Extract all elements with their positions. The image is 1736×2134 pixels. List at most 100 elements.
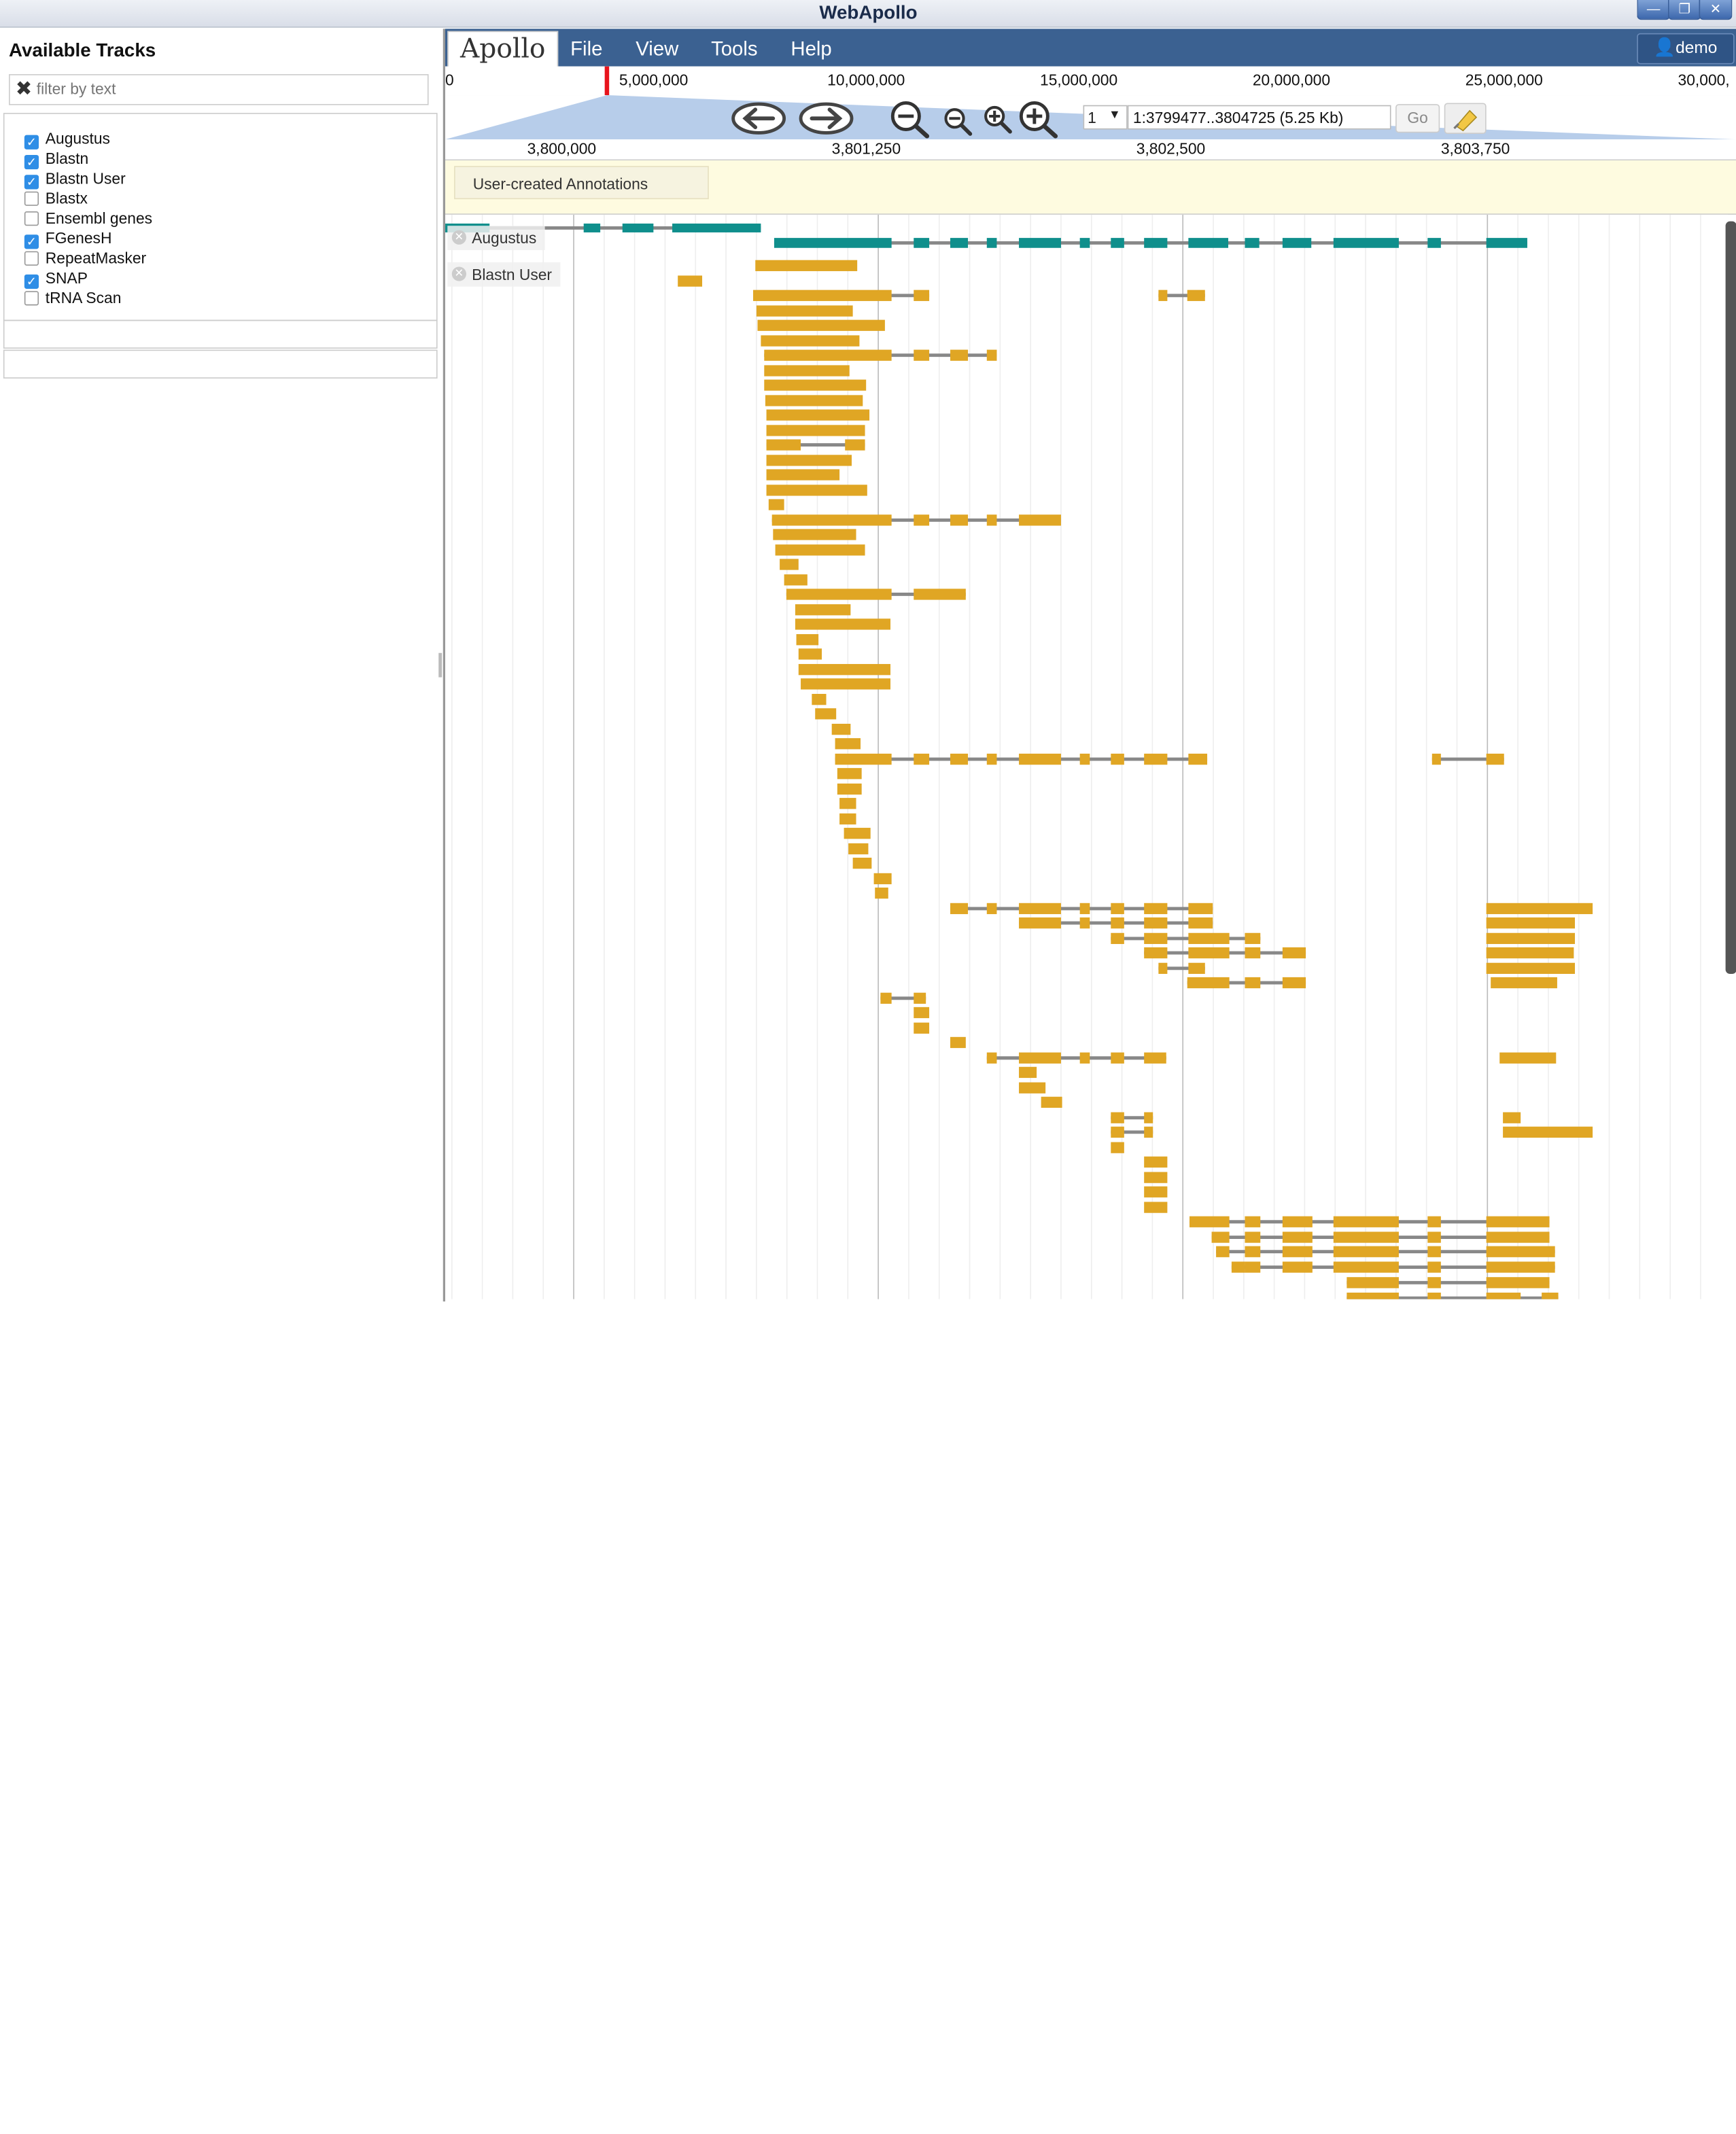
exon-block[interactable] — [622, 223, 654, 232]
exon-block[interactable] — [1188, 932, 1230, 945]
feature[interactable] — [1486, 903, 1593, 915]
exon-block[interactable] — [1144, 903, 1168, 915]
exon-block[interactable] — [1187, 290, 1205, 301]
exon-block[interactable] — [1427, 1292, 1441, 1299]
exon-block[interactable] — [950, 753, 969, 765]
close-icon[interactable]: ✕ — [451, 230, 466, 245]
clear-filter-icon[interactable]: ✖ — [15, 77, 33, 100]
exon-block[interactable] — [1111, 1126, 1124, 1138]
exon-block[interactable] — [780, 559, 799, 570]
menu-tools[interactable]: Tools — [711, 37, 758, 60]
exon-block[interactable] — [764, 349, 892, 361]
checkbox[interactable] — [24, 211, 39, 226]
exon-block[interactable] — [761, 335, 860, 347]
exon-block[interactable] — [1019, 238, 1061, 248]
exon-block[interactable] — [773, 529, 856, 540]
exon-block[interactable] — [1019, 1052, 1061, 1064]
exon-block[interactable] — [1245, 947, 1261, 959]
feature[interactable] — [880, 992, 926, 1004]
exon-block[interactable] — [1019, 917, 1061, 929]
exon-block[interactable] — [845, 439, 865, 451]
exon-block[interactable] — [1144, 753, 1168, 765]
feature[interactable] — [1111, 1126, 1153, 1138]
exon-block[interactable] — [1041, 1096, 1062, 1108]
feature[interactable] — [1347, 1277, 1550, 1289]
feature[interactable] — [1019, 1066, 1037, 1079]
feature[interactable] — [795, 604, 851, 616]
exon-block[interactable] — [1245, 1246, 1261, 1257]
exon-block[interactable] — [1079, 753, 1090, 765]
exon-block[interactable] — [873, 873, 892, 885]
feature[interactable] — [1486, 962, 1576, 974]
chromosome-select[interactable]: 1 ▼ — [1083, 105, 1128, 130]
exon-block[interactable] — [950, 238, 969, 248]
exon-block[interactable] — [798, 664, 891, 676]
exon-block[interactable] — [1144, 932, 1168, 945]
track-item-repeatmasker[interactable]: RepeatMasker — [24, 249, 146, 268]
go-button[interactable]: Go — [1395, 104, 1440, 133]
exon-block[interactable] — [766, 425, 865, 436]
exon-block[interactable] — [1486, 1231, 1550, 1243]
checkbox[interactable] — [24, 291, 39, 306]
exon-block[interactable] — [1188, 238, 1229, 248]
exon-block[interactable] — [1282, 977, 1306, 989]
exon-block[interactable] — [1144, 1186, 1168, 1197]
track-item-augustus[interactable]: ✓ Augustus — [24, 130, 110, 150]
highlight-button[interactable] — [1444, 103, 1487, 135]
checkbox[interactable]: ✓ — [24, 154, 39, 170]
exon-block[interactable] — [1542, 1292, 1559, 1299]
feature[interactable] — [1503, 1112, 1521, 1123]
close-window-button[interactable]: ✕ — [1699, 0, 1733, 20]
exon-block[interactable] — [914, 992, 926, 1004]
feature[interactable] — [766, 439, 865, 451]
feature[interactable] — [835, 738, 861, 750]
exon-block[interactable] — [1019, 903, 1061, 915]
exon-block[interactable] — [801, 678, 891, 690]
feature[interactable] — [1189, 1216, 1550, 1227]
exon-block[interactable] — [1486, 962, 1576, 974]
exon-block[interactable] — [831, 723, 851, 735]
exon-block[interactable] — [766, 485, 867, 496]
exon-block[interactable] — [848, 843, 869, 855]
exon-block[interactable] — [1079, 903, 1090, 915]
feature[interactable] — [1144, 1186, 1168, 1197]
exon-block[interactable] — [1282, 1216, 1313, 1227]
feature[interactable] — [1347, 1292, 1559, 1299]
exon-block[interactable] — [766, 455, 852, 466]
checkbox[interactable]: ✓ — [24, 135, 39, 150]
exon-block[interactable] — [1144, 1126, 1153, 1138]
checkbox[interactable]: ✓ — [24, 274, 39, 290]
pan-right-button[interactable] — [799, 102, 854, 135]
exon-block[interactable] — [815, 708, 837, 720]
feature[interactable] — [1111, 932, 1261, 945]
exon-block[interactable] — [835, 738, 861, 750]
feature[interactable] — [875, 887, 888, 899]
zoom-in-large-icon[interactable] — [1017, 100, 1061, 140]
feature[interactable] — [766, 455, 852, 466]
exon-block[interactable] — [1144, 1052, 1166, 1064]
feature[interactable] — [757, 319, 885, 331]
exon-block[interactable] — [1503, 1112, 1521, 1123]
location-input[interactable] — [1127, 105, 1391, 130]
feature[interactable] — [796, 634, 819, 646]
zoom-in-small-icon[interactable] — [982, 104, 1015, 135]
track-item-fgenesh[interactable]: ✓ FGenesH — [24, 229, 111, 249]
exon-block[interactable] — [784, 574, 808, 586]
feature[interactable] — [1431, 753, 1504, 765]
feature[interactable] — [1019, 917, 1213, 929]
exon-block[interactable] — [986, 753, 997, 765]
exon-block[interactable] — [1019, 753, 1061, 765]
exon-block[interactable] — [914, 589, 966, 600]
exon-block[interactable] — [1486, 1216, 1550, 1227]
exon-block[interactable] — [837, 768, 862, 780]
exon-block[interactable] — [1427, 1277, 1441, 1289]
exon-block[interactable] — [1427, 238, 1441, 248]
exon-block[interactable] — [1282, 1246, 1313, 1257]
feature[interactable] — [766, 409, 870, 421]
exon-block[interactable] — [1491, 977, 1557, 989]
feature[interactable] — [798, 664, 891, 676]
exon-block[interactable] — [1188, 903, 1213, 915]
feature[interactable] — [1041, 1096, 1062, 1108]
checkbox[interactable]: ✓ — [24, 175, 39, 190]
feature[interactable] — [784, 574, 808, 586]
